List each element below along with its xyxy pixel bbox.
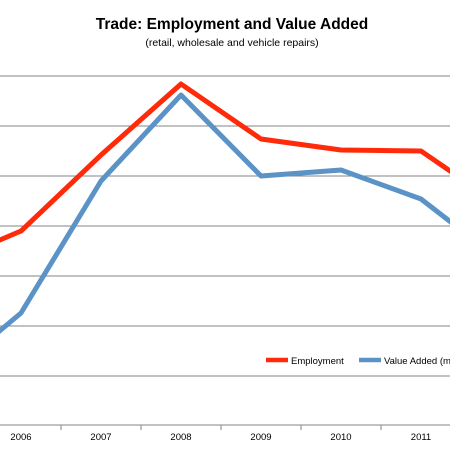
x-tick-label: 2006 [10, 432, 31, 443]
gridlines [0, 75, 450, 377]
legend: Employment Value Added (mn [266, 356, 450, 367]
x-tick-label: 2009 [250, 432, 271, 443]
legend-label-employment: Employment [291, 356, 344, 367]
chart-title: Trade: Employment and Value Added [96, 16, 368, 33]
legend-label-value-added: Value Added (mn [384, 356, 450, 367]
x-axis: 2006 2007 2008 2009 2010 2011 [0, 424, 450, 443]
series-line-employment [0, 81, 450, 243]
x-tick-label: 2008 [170, 432, 191, 443]
x-tick-label: 2007 [90, 432, 111, 443]
x-tick-label: 2011 [411, 432, 431, 443]
x-tick-label: 2010 [330, 432, 351, 443]
chart-subtitle: (retail, wholesale and vehicle repairs) [145, 37, 318, 49]
series-line-value-added [0, 92, 450, 334]
series-lines [0, 81, 450, 334]
